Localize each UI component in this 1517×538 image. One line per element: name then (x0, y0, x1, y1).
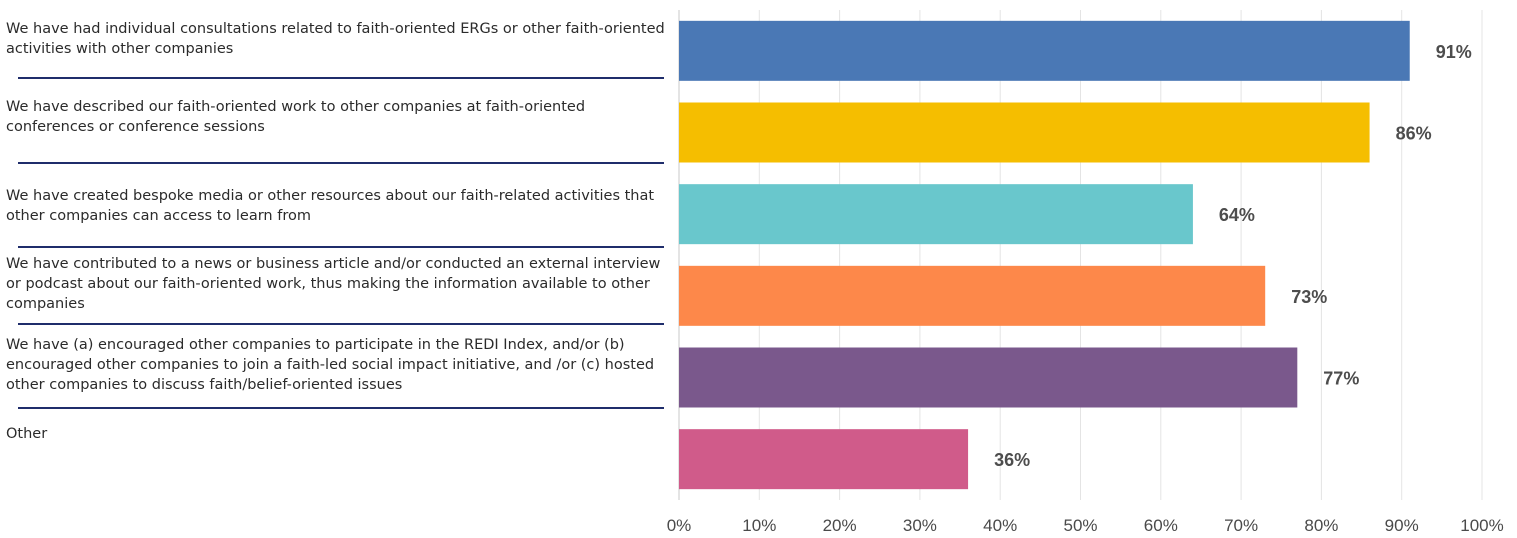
category-label-5: We have (a) encouraged other companies t… (6, 337, 655, 393)
separator-line-5 (18, 407, 664, 409)
separator-line-2 (18, 162, 664, 164)
separator-line-3 (18, 246, 664, 248)
separator-line-4 (18, 323, 664, 325)
x-tick-label-8: 70% (1224, 516, 1258, 535)
category-label-1: We have had individual consultations rel… (6, 21, 665, 57)
x-tick-label-6: 50% (1063, 516, 1097, 535)
x-tick-label-7: 60% (1144, 516, 1178, 535)
value-label-6: 36% (994, 450, 1030, 470)
x-tick-label-11: 100% (1460, 516, 1503, 535)
bar-3 (679, 184, 1193, 245)
value-label-1: 91% (1436, 42, 1472, 62)
separator-line-1 (18, 77, 664, 79)
x-tick-label-10: 90% (1385, 516, 1419, 535)
x-tick-label-3: 20% (823, 516, 857, 535)
value-label-2: 86% (1396, 124, 1432, 144)
value-label-5: 77% (1323, 369, 1359, 389)
bar-6 (679, 429, 969, 490)
value-label-3: 64% (1219, 205, 1255, 225)
value-label-4: 73% (1291, 287, 1327, 307)
bar-1 (679, 20, 1410, 81)
x-tick-label-2: 10% (742, 516, 776, 535)
category-label-4: We have contributed to a news or busines… (6, 256, 661, 312)
bar-4 (679, 265, 1266, 326)
x-tick-label-1: 0% (667, 516, 692, 535)
category-label-6: Other (6, 426, 48, 442)
bar-2 (679, 102, 1370, 163)
x-tick-label-9: 80% (1304, 516, 1338, 535)
x-tick-label-5: 40% (983, 516, 1017, 535)
category-label-2: We have described our faith-oriented wor… (6, 99, 586, 135)
category-label-3: We have created bespoke media or other r… (6, 188, 655, 224)
bar-5 (679, 347, 1298, 408)
x-tick-label-4: 30% (903, 516, 937, 535)
